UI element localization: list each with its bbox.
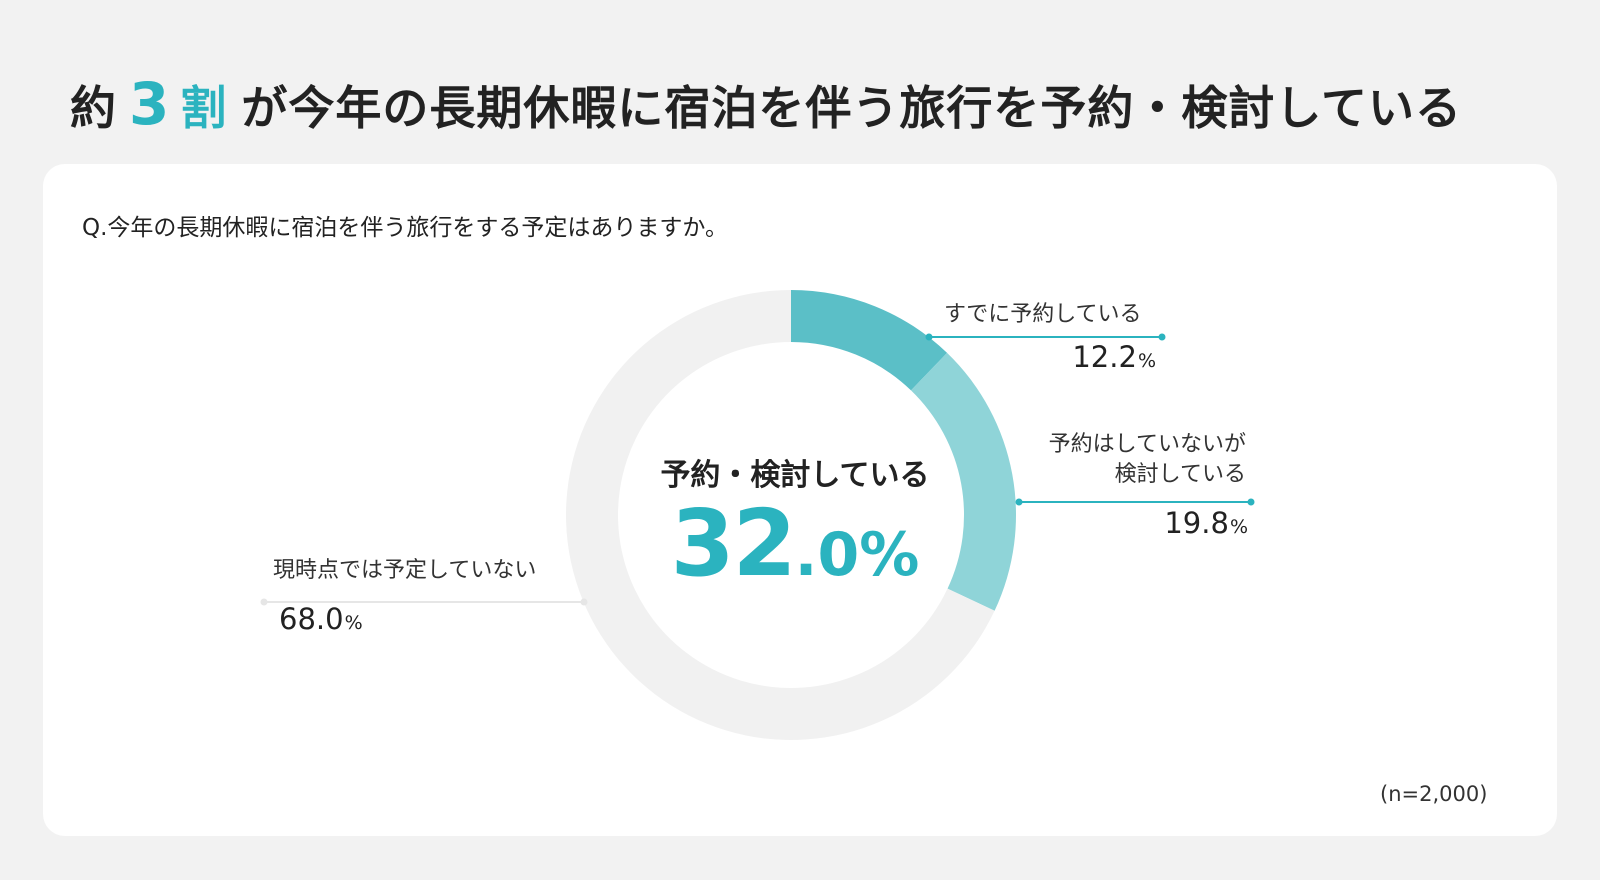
headline-number: 3 xyxy=(129,70,171,138)
headline-rest: が今年の長期休暇に宿泊を伴う旅行を予約・検討している xyxy=(241,81,1462,135)
leader-line-booked-dot-start xyxy=(925,333,933,341)
question-text: Q.今年の長期休暇に宿泊を伴う旅行をする予定はありますか。 xyxy=(82,215,728,241)
slice-value-booked: 12.2% xyxy=(1072,340,1156,374)
leader-line-considering-dot-end xyxy=(1247,498,1255,506)
leader-line-booked-dot-end xyxy=(1158,333,1166,341)
slice-considering xyxy=(911,352,1016,611)
headline-unit: 割 xyxy=(180,81,228,135)
center-value-dec: .0% xyxy=(794,520,920,590)
center-value-int: 32 xyxy=(670,490,797,597)
leader-line-no-plan-dot-end xyxy=(580,598,588,606)
slice-booked xyxy=(791,290,948,391)
headline: 約 3 割 が今年の長期休暇に宿泊を伴う旅行を予約・検討している xyxy=(70,70,1462,150)
slice-value-no-plan: 68.0% xyxy=(279,602,363,636)
slice-value-considering: 19.8% xyxy=(1164,506,1248,540)
center-value: 32.0% xyxy=(625,490,965,597)
headline-prefix: 約 xyxy=(70,81,117,135)
slice-label-booked: すでに予約している xyxy=(944,302,1142,327)
slice-label-no-plan: 現時点では予定していない xyxy=(273,558,537,583)
slice-label-considering: 予約はしていないが 検討している xyxy=(1048,432,1246,487)
sample-size-note: (n=2,000) xyxy=(1380,782,1488,806)
leader-line-no-plan-dot-start xyxy=(260,598,268,606)
center-label: 予約・検討している xyxy=(660,458,930,493)
leader-line-considering-dot-start xyxy=(1015,498,1023,506)
